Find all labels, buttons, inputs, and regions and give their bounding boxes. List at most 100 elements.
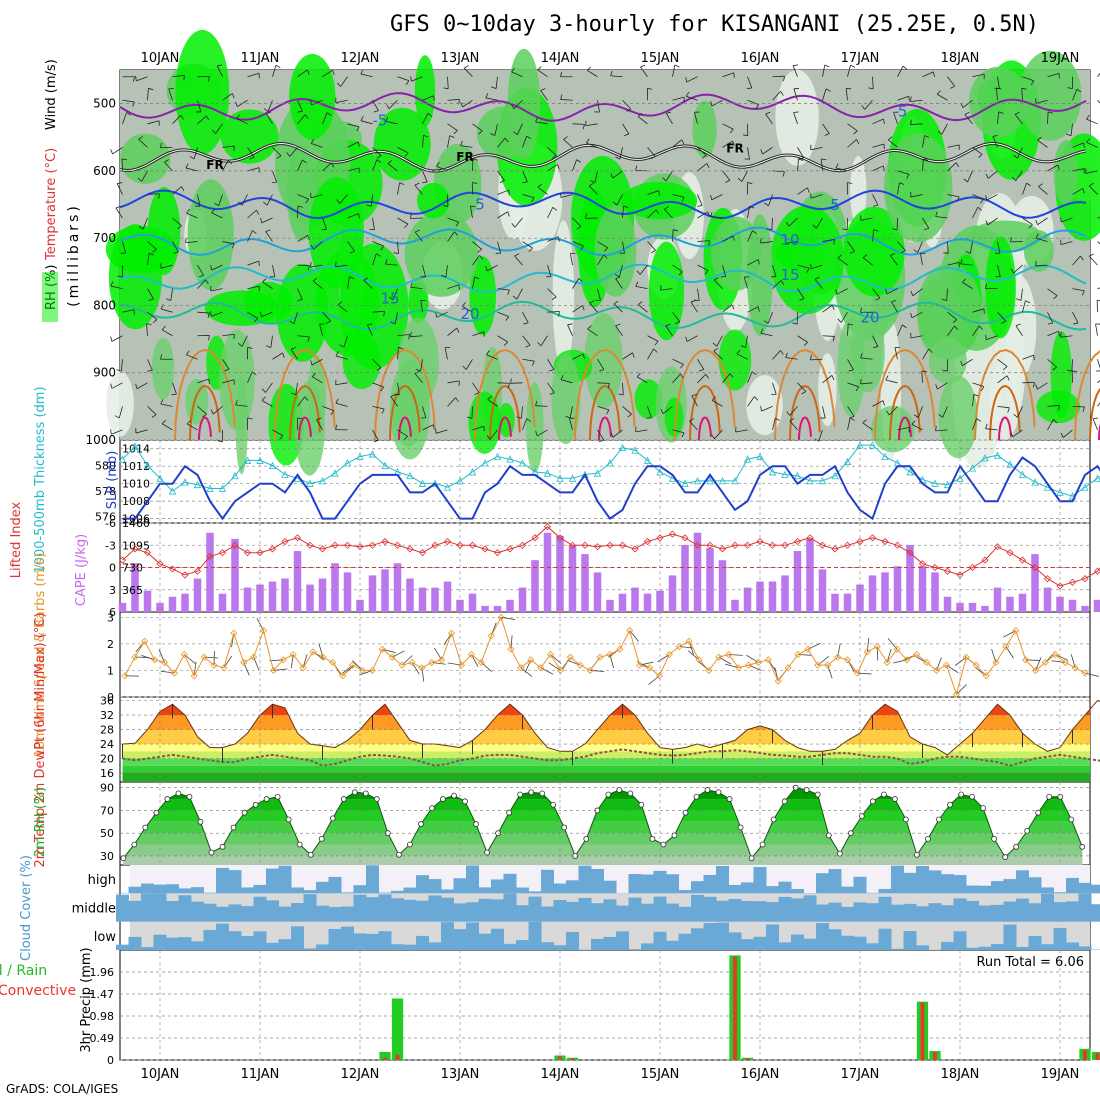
wind-barb-flag: [1037, 136, 1042, 141]
cloud-bar: [503, 893, 517, 922]
wind-barb-flag: [690, 300, 696, 303]
isotherm-minus5: [119, 92, 1087, 122]
wind-barb-flag: [286, 152, 291, 157]
cloud-bar: [891, 904, 904, 922]
wind-barb: [772, 264, 777, 277]
rh-point: [406, 841, 413, 848]
wind-barb: [810, 194, 823, 199]
cape-bar: [631, 587, 639, 612]
wind-barb: [141, 170, 148, 182]
wind-barb-flag: [146, 323, 152, 325]
date-label-top: 19JAN: [1041, 51, 1080, 66]
wind-barb: [372, 429, 379, 441]
wind-barb-flag: [711, 396, 716, 401]
wind-barb-flag: [263, 108, 269, 112]
wind-speed-point: [1031, 666, 1040, 675]
wind-barb-flag: [110, 149, 113, 155]
wind-barb: [1021, 88, 1023, 101]
wind-barb-flag: [835, 289, 838, 295]
wind-barb-flag: [271, 181, 277, 184]
wind-barb-flag: [403, 436, 408, 441]
wind-tick-label: 1: [107, 664, 114, 677]
cloud-bar: [216, 906, 229, 922]
lifted-index-point: [293, 534, 302, 542]
pressure-tick-label: 800: [93, 298, 116, 312]
thickness-tick-label: 580: [95, 460, 116, 473]
wind-barb-flag: [511, 223, 516, 228]
wind-barb-flag: [260, 311, 262, 317]
thickness-point: [231, 471, 239, 480]
cloud-bar: [641, 903, 654, 922]
rh-point: [197, 818, 204, 825]
rh-moist-patch: [985, 236, 1016, 339]
wind-barb: [722, 264, 727, 277]
lifted-index-point: [218, 549, 227, 557]
wind-barb-flag: [1025, 300, 1031, 304]
cloud-bar: [266, 900, 279, 922]
slp-tick-label: 1008: [122, 495, 150, 508]
rh-point: [693, 793, 700, 800]
wind-speed-point: [448, 629, 456, 637]
wind-barb: [862, 422, 873, 431]
cloud-bar: [278, 906, 292, 922]
surface-isotherm-35: [798, 416, 812, 441]
surface-isotherm-25: [474, 348, 536, 441]
lifted-index-point: [206, 552, 214, 560]
wind-barb-flag: [516, 416, 522, 419]
cloud-bar: [141, 883, 154, 894]
cloud-bar: [166, 901, 179, 922]
rh-point: [120, 855, 127, 862]
wind-barb-flag: [297, 417, 303, 420]
wind-barb-flag: [236, 114, 241, 119]
cloud-bar: [278, 939, 292, 950]
wind-barb-flag: [1058, 405, 1060, 411]
wind-speed-point: [685, 637, 693, 645]
wind-barb: [622, 352, 633, 360]
cloud-bar: [953, 875, 967, 894]
wind-barb-flag: [850, 64, 856, 68]
wind-barb: [514, 255, 523, 266]
wind-speed-point: [200, 653, 208, 661]
wind-barb-flag: [491, 86, 497, 90]
wind-barb: [222, 333, 235, 337]
wind-barb-flag: [275, 64, 281, 69]
wind-barb-flag: [486, 350, 490, 355]
cloud-bar: [866, 903, 879, 922]
wind-speed-point: [744, 661, 753, 669]
surface-isotherm-25: [174, 348, 236, 441]
wind-barb: [497, 170, 505, 181]
wind-barb: [788, 217, 798, 227]
cloud-bar: [578, 865, 592, 894]
wind-barb-flag: [825, 88, 831, 92]
lifted-index-point: [343, 541, 352, 549]
cloud-bar: [1041, 893, 1054, 922]
cloud-bar: [141, 893, 154, 922]
rh-point: [451, 792, 457, 799]
rh-point: [947, 801, 953, 808]
wind-speed-point: [952, 690, 960, 698]
wind-barb-flag: [607, 383, 610, 389]
wind-barb-flag: [251, 371, 257, 376]
wind-barb: [1072, 288, 1085, 292]
wind-barb-flag: [763, 320, 769, 324]
cloud-bar: [803, 895, 817, 922]
slp-axis-label: SLP (mb): [105, 451, 120, 510]
wind-barb: [772, 382, 777, 395]
wind-barb-flag: [831, 305, 835, 310]
wind-barb: [537, 69, 548, 78]
wind-barb: [640, 66, 648, 77]
wind-barb-flag: [504, 137, 509, 143]
wind-barb: [911, 311, 923, 319]
surface-isotherm-35: [398, 416, 412, 441]
wind-barb: [622, 241, 625, 254]
rh-point: [208, 849, 215, 856]
wind-barb-flag: [231, 93, 235, 99]
wind-speed-point: [665, 650, 673, 659]
wind-barb: [536, 429, 548, 437]
wind-barb: [1047, 72, 1060, 78]
wind-barb: [1022, 76, 1034, 82]
wind-barb-flag: [935, 211, 938, 217]
wind-barb-flag: [754, 396, 759, 401]
wind-barb: [297, 335, 310, 338]
